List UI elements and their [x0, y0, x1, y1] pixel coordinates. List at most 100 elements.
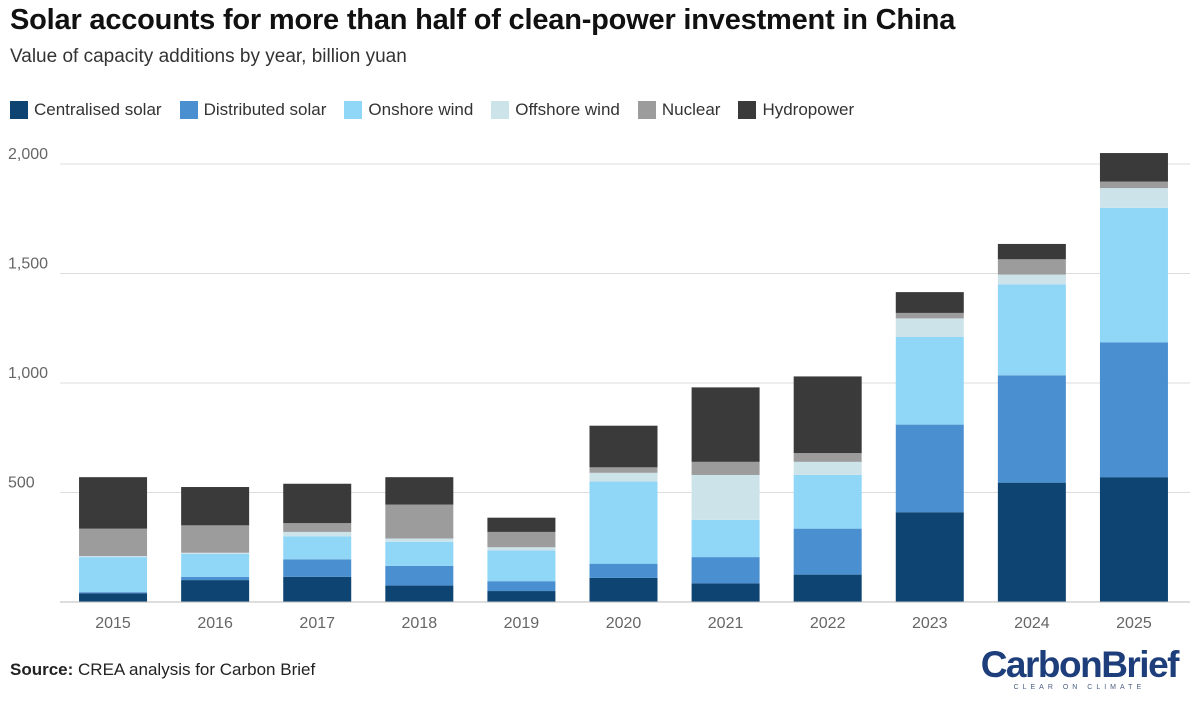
chart-legend: Centralised solar Distributed solar Onshor… [10, 100, 872, 120]
bar-segment [1099, 477, 1168, 602]
bar-segment [79, 528, 148, 557]
bar-segment [79, 593, 148, 602]
bar-segment [997, 274, 1066, 285]
bar-segment [589, 577, 658, 602]
legend-item: Onshore wind [344, 100, 473, 120]
x-tick-label: 2019 [504, 615, 540, 632]
bar-segment [385, 585, 454, 602]
x-tick-label: 2021 [708, 615, 744, 632]
bar-segment [691, 583, 760, 602]
bar-segment [181, 580, 250, 602]
bar-segment [895, 292, 964, 313]
bar-segment [487, 547, 556, 551]
bar-segment [895, 318, 964, 338]
x-tick-label: 2020 [606, 615, 642, 632]
legend-item: Offshore wind [491, 100, 620, 120]
source-label: Source: [10, 660, 74, 679]
bar-segment [691, 557, 760, 584]
bar-segment [793, 574, 862, 602]
bar-segment [997, 284, 1066, 376]
legend-item: Nuclear [637, 100, 720, 120]
bar-segment [79, 557, 148, 593]
bar-segment [181, 487, 250, 526]
bar-segment [1099, 188, 1168, 208]
x-tick-label: 2024 [1014, 615, 1050, 632]
legend-swatch [491, 101, 510, 119]
bar-segment [691, 519, 760, 558]
y-tick-label: 1,000 [8, 365, 48, 382]
bar-segment [385, 477, 454, 505]
x-tick-label: 2025 [1116, 615, 1152, 632]
bar-segment [589, 563, 658, 578]
bar-segment [283, 523, 352, 532]
bar-segment [385, 541, 454, 566]
bar-segment [385, 565, 454, 586]
bar-segment [1099, 342, 1168, 478]
x-tick-label: 2022 [810, 615, 846, 632]
bar-segment [895, 424, 964, 513]
bar-segment [283, 576, 352, 602]
bar-segment [487, 591, 556, 602]
bar-segment [79, 556, 148, 558]
bar-segment [487, 550, 556, 582]
legend-label: Offshore wind [515, 100, 620, 119]
bar-segment [589, 472, 658, 482]
bar-segment [589, 467, 658, 473]
bar-segment [895, 312, 964, 319]
chart-subtitle: Value of capacity additions by year, bil… [10, 46, 407, 67]
bar-segment [691, 387, 760, 462]
bar-segment [691, 474, 760, 520]
bar-segment [181, 525, 250, 553]
bar-segment [793, 474, 862, 529]
bar-segment [181, 552, 250, 554]
bar-segment [487, 581, 556, 592]
legend-item: Distributed solar [179, 100, 327, 120]
y-tick-label: 2,000 [8, 146, 48, 163]
stacked-bar-chart: 500 1,000 1,500 2,000 2015 2016 2017 2018 2019 20… [8, 146, 1190, 632]
legend-swatch [179, 101, 198, 119]
bar-segment [385, 538, 454, 542]
bar-segment [79, 592, 148, 594]
bar-segment [997, 482, 1066, 602]
source-note: Source: CREA analysis for Carbon Brief [10, 660, 315, 680]
logo-wordmark: CarbonBrief [980, 644, 1180, 685]
bar-segment [1099, 153, 1168, 182]
bar-segment [895, 337, 964, 425]
bar-segment [1099, 207, 1168, 343]
bar-segment [793, 376, 862, 454]
bar-segment [895, 512, 964, 602]
bar-segment [589, 481, 658, 564]
legend-swatch [344, 101, 363, 119]
x-tick-label: 2018 [402, 615, 438, 632]
legend-item: Centralised solar [10, 100, 162, 120]
legend-label: Distributed solar [203, 100, 327, 119]
bar-segment [283, 559, 352, 577]
chart-title: Solar accounts for more than half of cle… [10, 4, 956, 36]
legend-label: Centralised solar [34, 100, 162, 119]
bar-segment [181, 553, 250, 577]
carbonbrief-logo: CarbonBrief CLEAR ON CLIMATE [980, 644, 1180, 692]
source-text: CREA analysis for Carbon Brief [78, 660, 316, 679]
legend-item: Hydropower [738, 100, 854, 120]
bar-segment [487, 517, 556, 532]
legend-swatch [738, 101, 757, 119]
logo-tagline: CLEAR ON CLIMATE [1013, 684, 1146, 691]
legend-swatch [10, 101, 28, 119]
bar-segment [283, 483, 352, 524]
bar-segment [79, 477, 148, 529]
bar-segment [691, 461, 760, 475]
bar-segment [793, 528, 862, 575]
bar-segment [283, 531, 352, 537]
bar-segment [997, 259, 1066, 275]
bar-segment [589, 425, 658, 468]
bar-segment [487, 531, 556, 548]
bar-segment [1099, 181, 1168, 189]
x-tick-label: 2016 [197, 615, 233, 632]
bar-segment [793, 453, 862, 462]
x-tick-label: 2023 [912, 615, 948, 632]
bar-segment [181, 576, 250, 581]
bar-segment [385, 504, 454, 539]
bar-segment [283, 536, 352, 560]
bar-segment [997, 243, 1066, 260]
x-tick-label: 2017 [299, 615, 335, 632]
